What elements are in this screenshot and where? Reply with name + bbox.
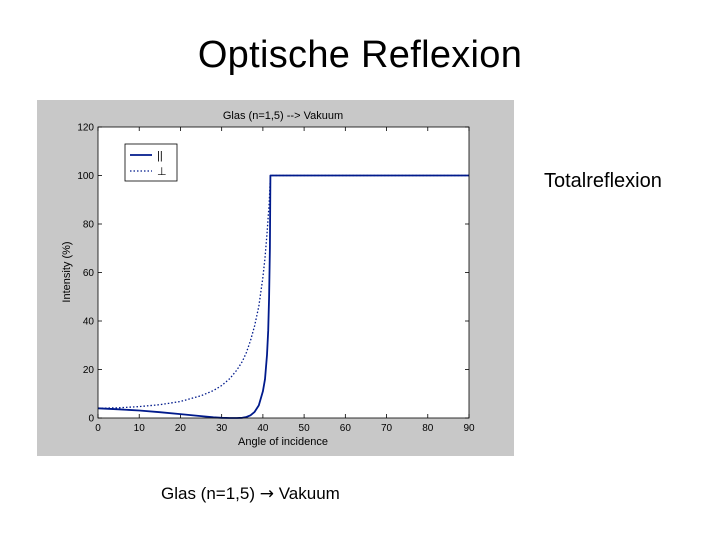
x-tick-label: 0 bbox=[95, 423, 101, 434]
x-axis-label: Angle of incidence bbox=[238, 436, 328, 448]
legend-box bbox=[124, 143, 178, 182]
caption-medium-from: Glas (n=1,5) bbox=[161, 484, 256, 503]
series-perpendicular-line bbox=[97, 174, 469, 409]
x-tick-label: 70 bbox=[381, 423, 393, 434]
x-tick-label: 10 bbox=[134, 423, 146, 434]
series-layer bbox=[97, 174, 469, 419]
x-axis-ticks: 0 10 20 30 40 50 60 70 80 90 bbox=[95, 127, 475, 434]
x-tick-label: 50 bbox=[299, 423, 311, 434]
x-tick-label: 90 bbox=[463, 423, 475, 434]
legend-label-perpendicular: ⊥ bbox=[157, 166, 167, 178]
x-tick-label: 40 bbox=[257, 423, 269, 434]
legend: || ⊥ bbox=[124, 143, 178, 182]
x-tick-label: 20 bbox=[175, 423, 187, 434]
y-tick-label: 120 bbox=[77, 123, 94, 134]
arrow-right-icon: → bbox=[259, 484, 274, 504]
caption: Glas (n=1,5) → Vakuum bbox=[161, 484, 340, 504]
y-tick-label: 20 bbox=[83, 365, 95, 376]
total-reflection-label: Totalreflexion bbox=[544, 170, 662, 192]
y-tick-label: 0 bbox=[88, 414, 94, 425]
legend-label-parallel: || bbox=[157, 150, 163, 162]
axes-frame bbox=[97, 126, 470, 419]
y-tick-label: 40 bbox=[83, 317, 95, 328]
chart-title: Glas (n=1,5) --> Vakuum bbox=[223, 110, 343, 122]
x-tick-label: 80 bbox=[422, 423, 434, 434]
x-tick-label: 60 bbox=[340, 423, 352, 434]
caption-medium-to: Vakuum bbox=[278, 484, 340, 503]
figure-panel: Glas (n=1,5) --> Vakuum Angle of inciden… bbox=[37, 100, 514, 456]
y-axis-label: Intensity (%) bbox=[61, 241, 73, 302]
slide-title: Optische Reflexion bbox=[197, 34, 523, 76]
y-axis-ticks: 0 20 40 60 80 100 120 bbox=[77, 123, 469, 425]
reflection-chart: Glas (n=1,5) --> Vakuum Angle of inciden… bbox=[61, 110, 475, 448]
y-tick-label: 80 bbox=[83, 220, 95, 231]
y-tick-label: 100 bbox=[77, 171, 94, 182]
x-tick-label: 30 bbox=[216, 423, 228, 434]
y-tick-label: 60 bbox=[83, 268, 95, 279]
